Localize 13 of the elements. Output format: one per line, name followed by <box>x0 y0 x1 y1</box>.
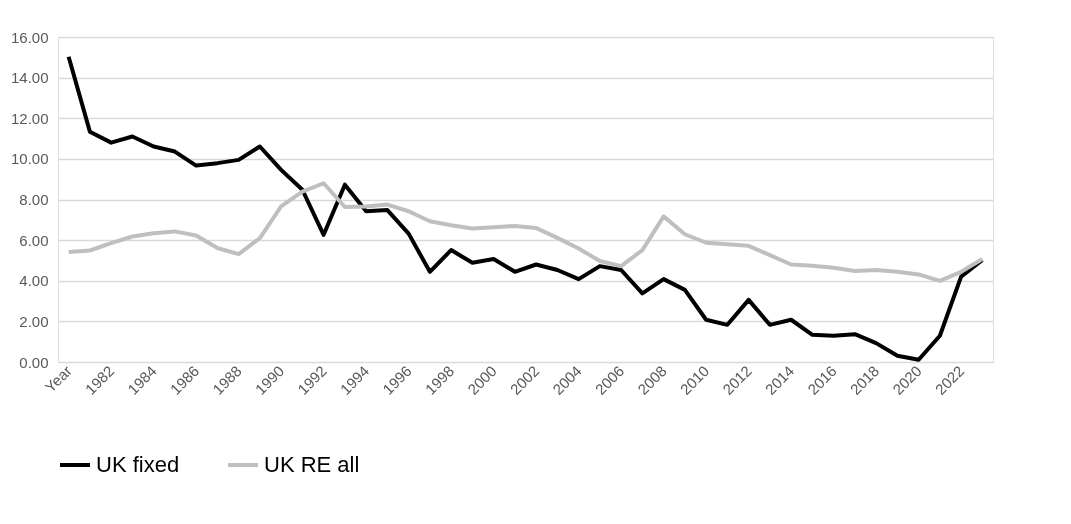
y-tick-label: 2.00 <box>19 312 49 330</box>
y-tick-label: 4.00 <box>19 272 49 290</box>
y-tick-label: 0.00 <box>19 353 49 371</box>
line-series <box>66 54 985 362</box>
y-tick-label: 10.00 <box>10 150 49 168</box>
legend-label: UK fixed <box>96 452 180 477</box>
line-series <box>66 181 985 283</box>
y-tick-label: 6.00 <box>19 231 49 249</box>
y-tick-label: 16.00 <box>10 28 49 46</box>
y-tick-label: 12.00 <box>10 109 49 127</box>
legend-label: UK RE all <box>264 452 360 477</box>
y-tick-label: 8.00 <box>19 191 49 208</box>
y-tick-label: 14.00 <box>10 69 49 87</box>
